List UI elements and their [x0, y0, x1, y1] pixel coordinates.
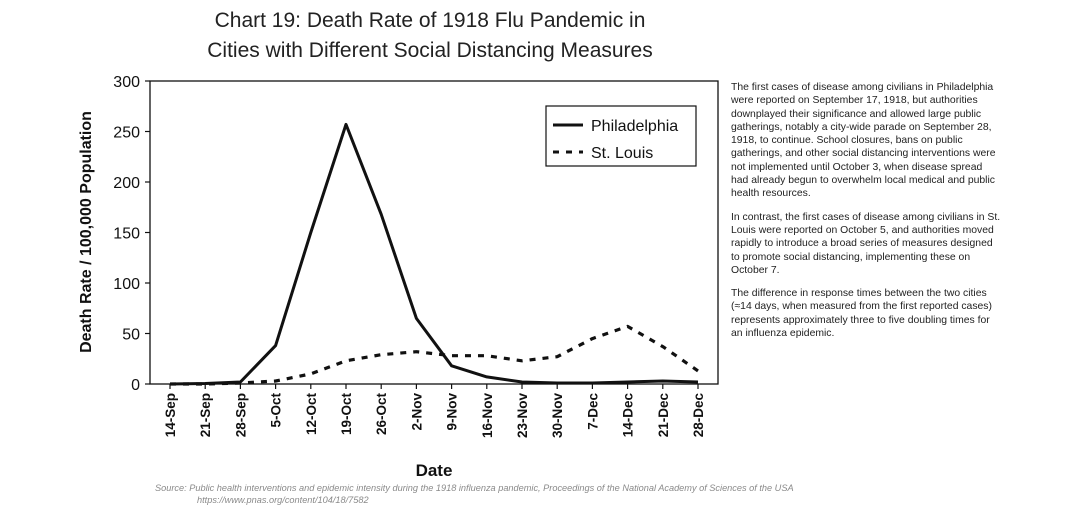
y-axis-label: Death Rate / 100,000 Population	[78, 111, 95, 353]
series-line-st-louis	[170, 324, 699, 386]
x-tick-label: 28-Sep	[233, 393, 248, 437]
x-axis-label: Date	[416, 461, 453, 480]
legend-label: Philadelphia	[591, 118, 678, 135]
x-tick-label: 23-Nov	[515, 393, 530, 439]
x-tick-label: 12-Oct	[304, 393, 319, 436]
legend-box	[545, 105, 697, 167]
series-line-philadelphia	[169, 122, 699, 386]
source-url: https://www.pnas.org/content/104/18/7582	[197, 495, 369, 505]
source-citation: Source: Public health interventions and …	[155, 482, 955, 506]
y-tick-label: 0	[131, 377, 140, 394]
note-response-difference: The difference in response times between…	[731, 288, 992, 340]
x-tick-label: 5-Oct	[269, 393, 284, 428]
x-tick-label: 9-Nov	[445, 393, 460, 431]
x-tick-label: 7-Dec	[585, 393, 600, 430]
chart-title-line-1: Chart 19: Death Rate of 1918 Flu Pandemi…	[214, 9, 646, 32]
x-tick-label: 30-Nov	[550, 393, 565, 439]
x-tick-label: 26-Oct	[374, 393, 389, 436]
note-philadelphia: The first cases of disease among civilia…	[731, 82, 996, 200]
x-tick-label: 19-Oct	[339, 393, 354, 436]
explanatory-notes: The first cases of disease among civilia…	[731, 81, 1001, 350]
y-tick-label: 100	[113, 276, 140, 293]
legend-label: St. Louis	[591, 145, 653, 162]
legend: Philadelphia St. Louis	[545, 105, 697, 167]
source-text: Source: Public health interventions and …	[155, 483, 794, 493]
note-st-louis: In contrast, the first cases of disease …	[731, 211, 1001, 276]
x-tick-label: 2-Nov	[409, 393, 424, 431]
x-tick-label: 28-Dec	[691, 393, 706, 438]
y-tick-label: 300	[113, 74, 140, 91]
x-tick-label: 16-Nov	[480, 393, 495, 439]
y-tick-label: 150	[113, 226, 140, 243]
chart-title-line-2: Cities with Different Social Distancing …	[207, 39, 653, 62]
chart-title: Chart 19: Death Rate of 1918 Flu Pandemi…	[150, 6, 710, 66]
y-tick-label: 50	[122, 327, 140, 344]
x-tick-label: 21-Sep	[198, 393, 213, 437]
x-tick-label: 21-Dec	[656, 393, 671, 438]
x-tick-label: 14-Sep	[163, 393, 178, 437]
y-tick-label: 200	[113, 175, 140, 192]
x-tick-label: 14-Dec	[621, 393, 636, 438]
y-tick-label: 250	[113, 125, 140, 142]
